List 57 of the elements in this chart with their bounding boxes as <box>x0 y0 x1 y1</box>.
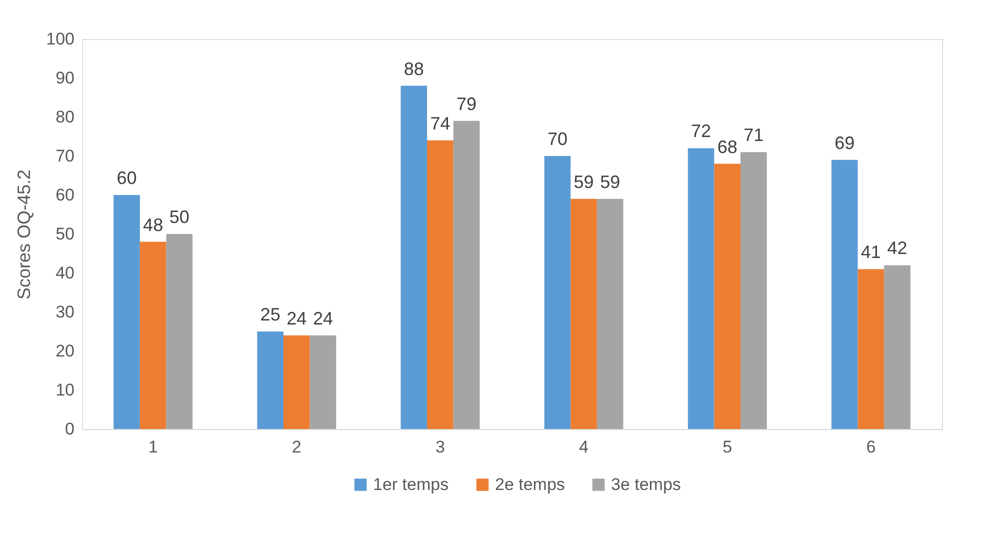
bar <box>427 140 454 429</box>
bar <box>570 198 597 429</box>
data-label: 59 <box>600 172 620 192</box>
bar <box>596 198 624 429</box>
y-tick-label: 80 <box>56 108 74 126</box>
legend-label: 3e temps <box>611 474 681 494</box>
data-label: 24 <box>286 308 307 328</box>
bar <box>740 152 767 429</box>
y-tick-label: 10 <box>56 380 74 400</box>
data-label: 25 <box>260 304 280 324</box>
bar <box>166 234 193 429</box>
x-tick-label: 4 <box>579 438 589 456</box>
data-label: 70 <box>547 129 568 149</box>
data-label: 79 <box>456 94 477 114</box>
data-label: 59 <box>574 172 594 192</box>
y-tick-label: 0 <box>65 420 74 438</box>
bar <box>257 332 284 429</box>
x-tick-label: 3 <box>435 438 445 456</box>
data-label: 74 <box>430 113 450 134</box>
bar <box>114 195 140 429</box>
x-tick-label: 5 <box>722 438 732 456</box>
y-tick-label: 20 <box>56 342 74 360</box>
y-tick-label: 100 <box>46 30 74 48</box>
data-label: 71 <box>744 125 764 146</box>
bar <box>714 164 741 429</box>
x-tick-label: 1 <box>148 438 158 456</box>
y-tick-label: 90 <box>56 68 74 88</box>
data-label: 68 <box>717 136 738 157</box>
y-axis-title: Scores OQ-45.2 <box>14 169 34 300</box>
bar <box>453 120 480 429</box>
bar <box>884 265 910 429</box>
y-tick-label: 30 <box>56 302 74 322</box>
data-label: 24 <box>312 308 333 328</box>
y-tick-label: 40 <box>56 264 74 282</box>
y-tick-label: 50 <box>56 224 74 244</box>
bar <box>310 335 336 429</box>
data-label: 88 <box>404 58 424 79</box>
y-tick-label: 60 <box>56 186 74 204</box>
data-label: 72 <box>691 121 712 142</box>
data-label: 60 <box>116 168 137 188</box>
bar <box>544 156 571 429</box>
bar <box>831 160 858 429</box>
y-tick-label: 70 <box>56 146 74 166</box>
data-label: 48 <box>143 214 164 235</box>
data-label: 50 <box>169 207 190 227</box>
bar <box>140 242 166 429</box>
x-tick-label: 2 <box>292 438 302 456</box>
data-label: 41 <box>860 242 881 262</box>
legend-label: 2e temps <box>495 474 565 494</box>
bar <box>400 86 428 429</box>
x-tick-label: 6 <box>866 438 876 456</box>
legend-label: 1er temps <box>373 474 449 494</box>
bar <box>858 269 884 429</box>
bar <box>283 335 310 429</box>
bar <box>688 148 714 429</box>
data-label: 42 <box>887 238 908 258</box>
data-label: 69 <box>834 132 855 153</box>
